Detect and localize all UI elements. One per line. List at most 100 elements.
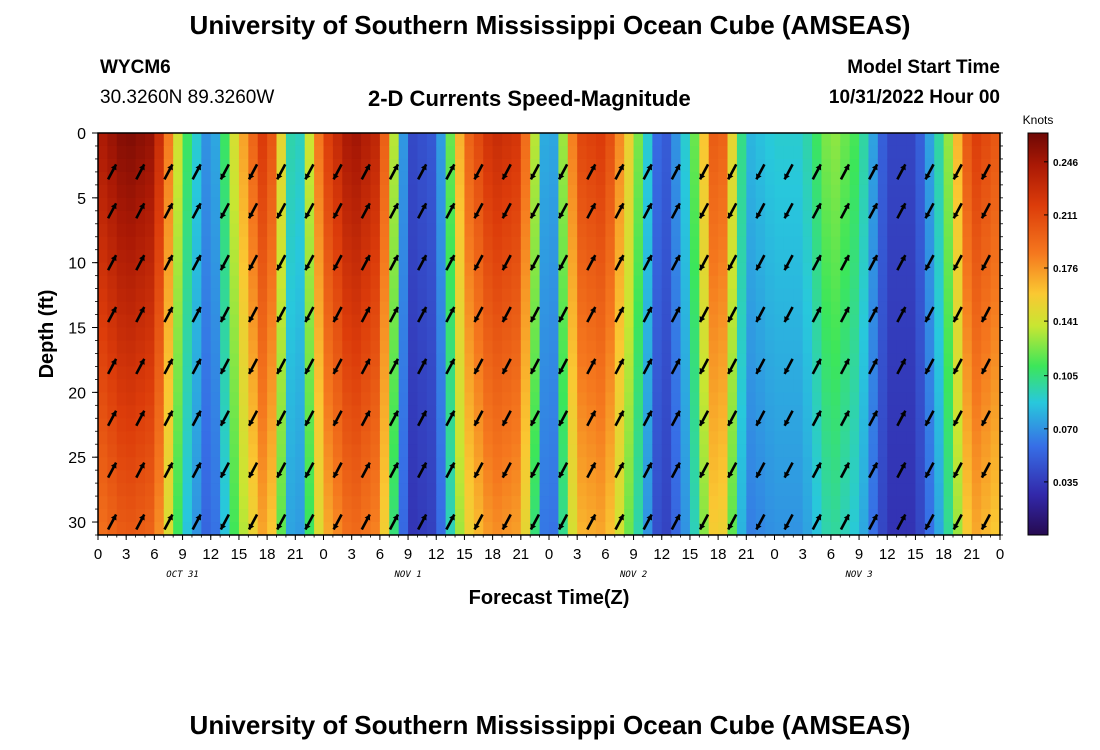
heat-cell: [896, 522, 907, 535]
heat-cell: [502, 340, 513, 355]
heat-cell: [464, 327, 475, 342]
heat-cell: [98, 249, 108, 264]
heat-cell: [426, 223, 437, 238]
heat-cell: [229, 158, 240, 173]
heat-cell: [445, 470, 456, 484]
heat-cell: [116, 366, 127, 380]
heat-cell: [727, 444, 738, 458]
heat-cell: [962, 288, 973, 303]
heat-cell: [755, 418, 766, 432]
current-arrow: [219, 462, 230, 479]
heat-cell: [276, 340, 287, 355]
arrow-head: [727, 173, 734, 180]
heat-cell: [229, 275, 240, 290]
heat-cell: [342, 171, 353, 186]
heat-cell: [840, 431, 851, 445]
heat-cell: [915, 314, 926, 329]
heat-cell: [323, 275, 334, 290]
heat-cell: [107, 353, 118, 368]
current-arrow: [163, 202, 174, 219]
heat-cell: [351, 340, 362, 355]
heat-cell: [624, 496, 635, 510]
heat-cell: [144, 301, 155, 316]
current-arrow: [727, 513, 738, 531]
heat-cell: [248, 509, 259, 523]
heat-cell: [379, 145, 390, 160]
heat-cell: [793, 431, 804, 445]
heat-cell: [116, 314, 127, 329]
heat-cell: [868, 158, 879, 173]
heat-cell: [530, 496, 541, 510]
current-arrow: [952, 202, 963, 219]
arrow-head: [530, 471, 537, 478]
heat-cell: [464, 158, 475, 173]
arrow-head: [843, 203, 850, 210]
heat-cell: [896, 431, 907, 445]
current-arrow: [529, 254, 541, 271]
heat-cell: [821, 340, 832, 355]
heat-cell: [332, 236, 343, 251]
heat-cell: [652, 353, 663, 368]
heat-cell: [426, 145, 437, 160]
arrow-head: [871, 410, 878, 417]
heat-cell: [577, 184, 588, 199]
current-arrow: [586, 462, 597, 479]
heat-cell: [793, 366, 804, 380]
heat-cell: [614, 392, 625, 406]
heat-cell: [595, 184, 606, 199]
heat-cell: [342, 275, 353, 290]
heat-cell: [624, 301, 635, 316]
heat-cell: [473, 496, 484, 510]
heat-cell: [652, 444, 663, 458]
heat-cell: [868, 223, 879, 238]
heat-cell: [154, 405, 165, 419]
heat-cell: [238, 431, 249, 445]
arrow-head: [900, 203, 906, 210]
heat-cell: [934, 470, 945, 484]
heat-cell: [680, 171, 691, 186]
arrow-head: [364, 203, 371, 210]
arrow-head: [727, 316, 734, 323]
heat-cell: [614, 340, 625, 355]
current-arrow: [135, 358, 146, 375]
heat-cell: [577, 509, 588, 523]
current-arrow: [501, 254, 512, 271]
heat-cell: [276, 470, 287, 484]
heat-cell: [257, 418, 268, 432]
heat-cell: [567, 405, 578, 419]
heat-cell: [671, 158, 682, 173]
heat-cell: [135, 249, 146, 264]
heat-cell: [332, 301, 343, 316]
heat-cell: [840, 158, 851, 173]
heat-cell: [887, 470, 898, 484]
heat-cell: [567, 210, 578, 225]
heat-cell: [746, 184, 757, 199]
heat-cell: [793, 249, 804, 264]
heat-cell: [624, 405, 635, 419]
current-arrow: [642, 410, 653, 427]
heat-cell: [755, 223, 766, 238]
heat-cell: [558, 275, 569, 290]
heat-cell: [257, 223, 268, 238]
heat-cell: [502, 275, 513, 290]
heat-cell: [436, 470, 447, 484]
heat-cell: [323, 236, 334, 251]
heat-cell: [191, 262, 202, 277]
heat-cell: [718, 275, 729, 290]
heat-cell: [887, 171, 898, 186]
current-arrow: [360, 513, 371, 531]
heat-cell: [887, 301, 898, 316]
heat-cell: [868, 288, 879, 303]
heat-cell: [295, 288, 306, 303]
heat-cell: [595, 210, 606, 225]
heat-cell: [962, 418, 973, 432]
current-arrow: [642, 513, 653, 531]
current-arrow: [473, 513, 484, 531]
heat-cell: [370, 418, 381, 432]
heat-cell: [248, 275, 259, 290]
heat-cell: [379, 392, 390, 406]
current-arrow: [163, 163, 174, 181]
heat-cell: [520, 379, 531, 393]
heat-cell: [990, 444, 1000, 458]
